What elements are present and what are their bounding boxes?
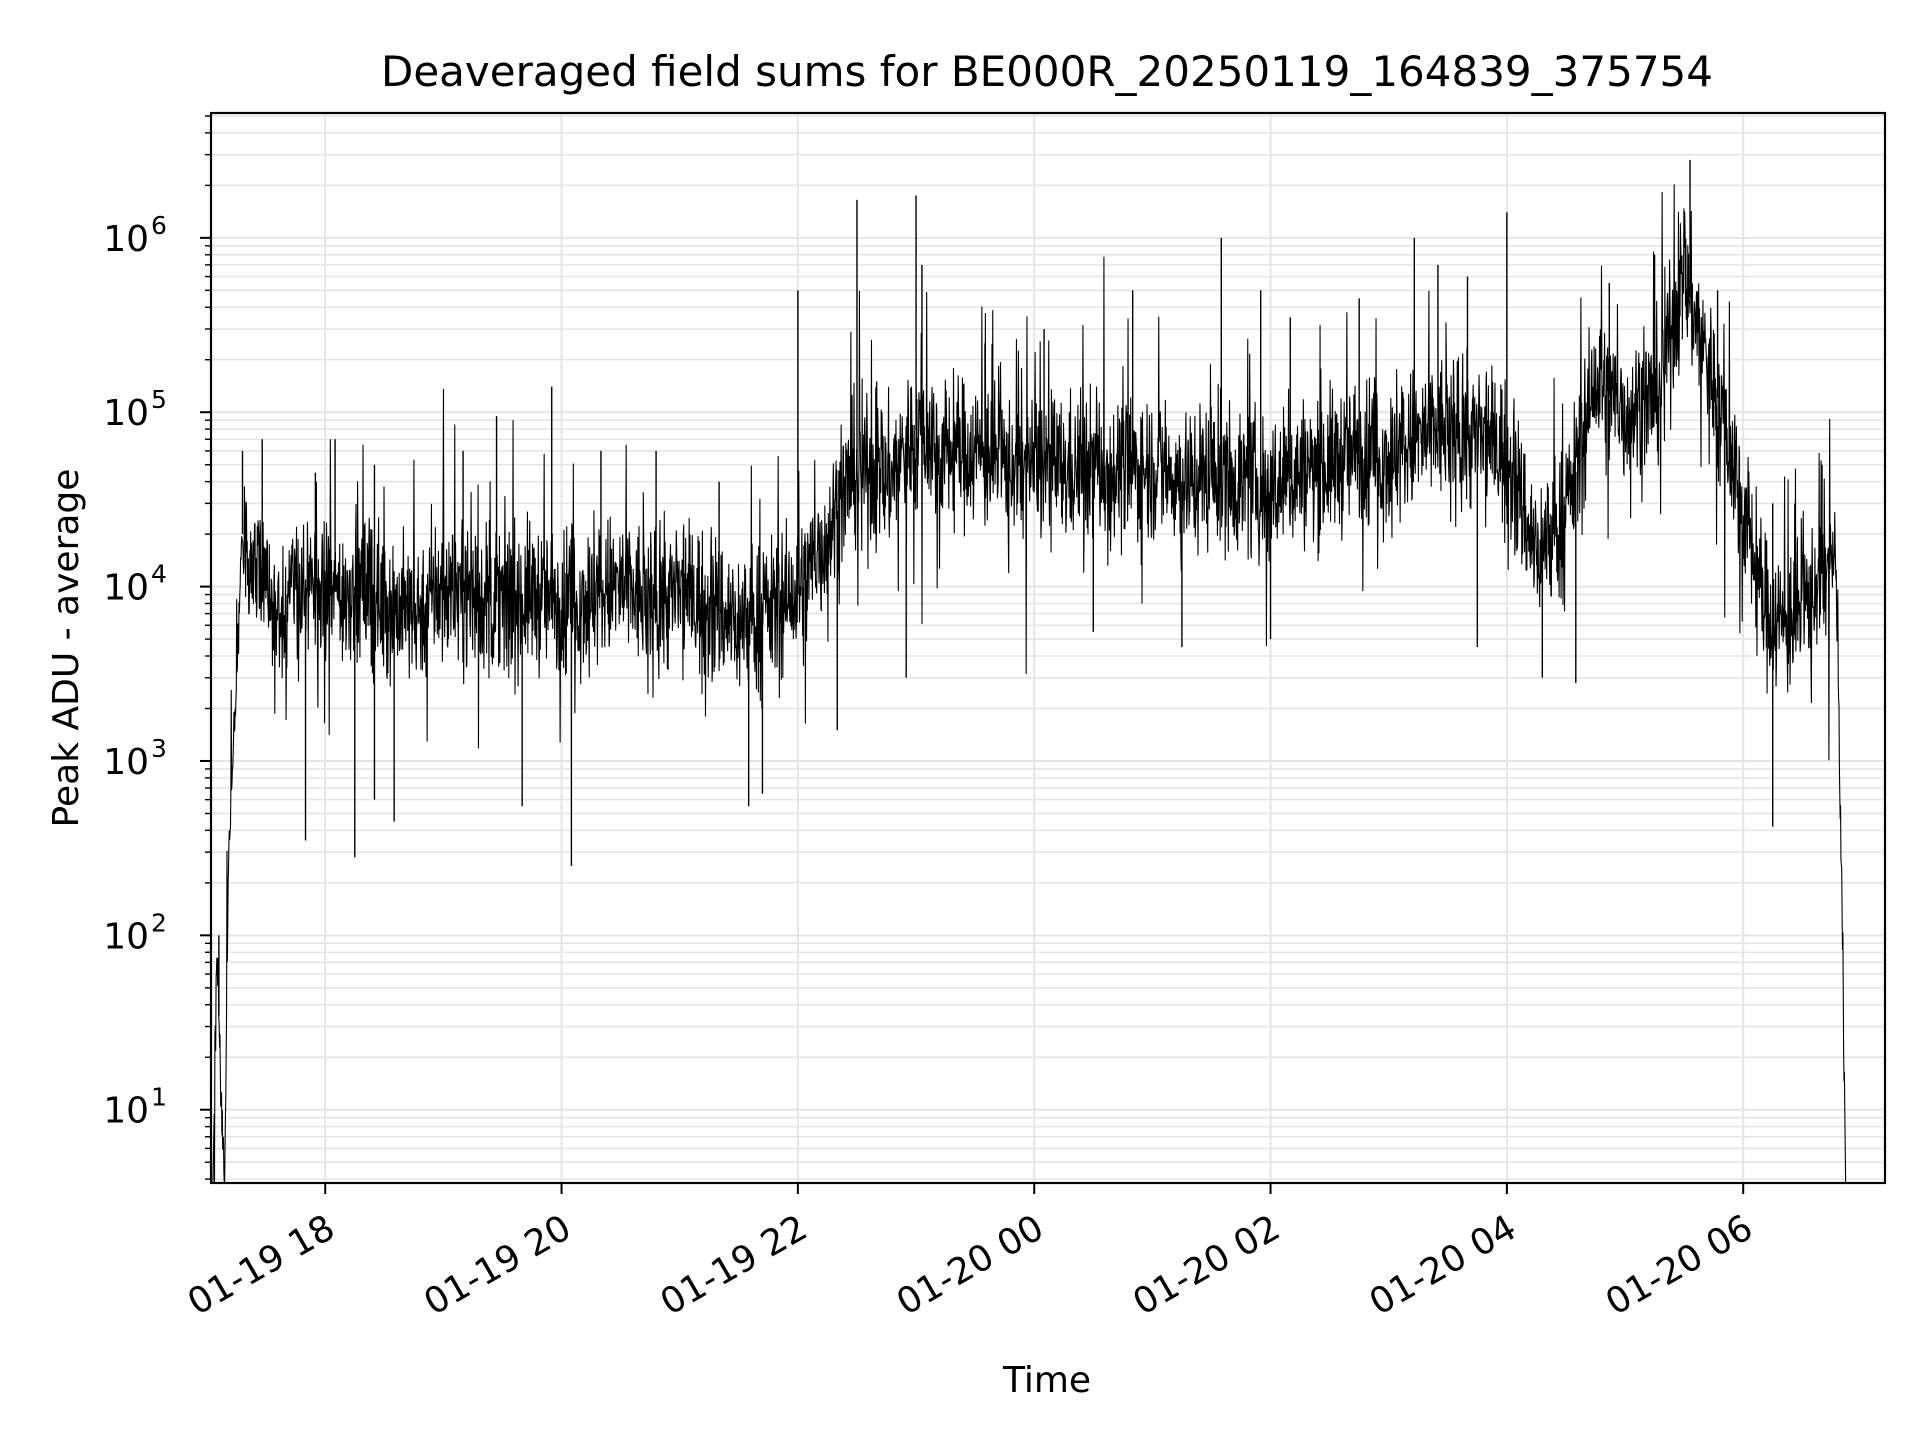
chart-title: Deaveraged field sums for BE000R_2025011… [381,47,1713,96]
y-tick-exponent: 4 [151,560,167,589]
y-axis-label: Peak ADU - average [46,469,87,828]
y-tick-label: 10 [103,742,149,783]
y-tick-exponent: 2 [151,908,167,937]
y-tick-label: 10 [103,568,149,609]
series-layer [212,159,1847,1184]
series-line [212,184,1847,1184]
y-tick-exponent: 1 [151,1083,167,1112]
y-tick-label: 10 [103,916,149,957]
y-tick-label: 10 [103,393,149,434]
y-tick-exponent: 3 [151,734,167,763]
y-tick-label: 10 [103,219,149,260]
x-axis-label: Time [1002,1360,1091,1401]
y-tick-label: 10 [103,1091,149,1132]
y-tick-exponent: 5 [151,385,167,414]
y-tick-exponent: 6 [151,211,167,240]
plot-frame [209,111,1887,1185]
